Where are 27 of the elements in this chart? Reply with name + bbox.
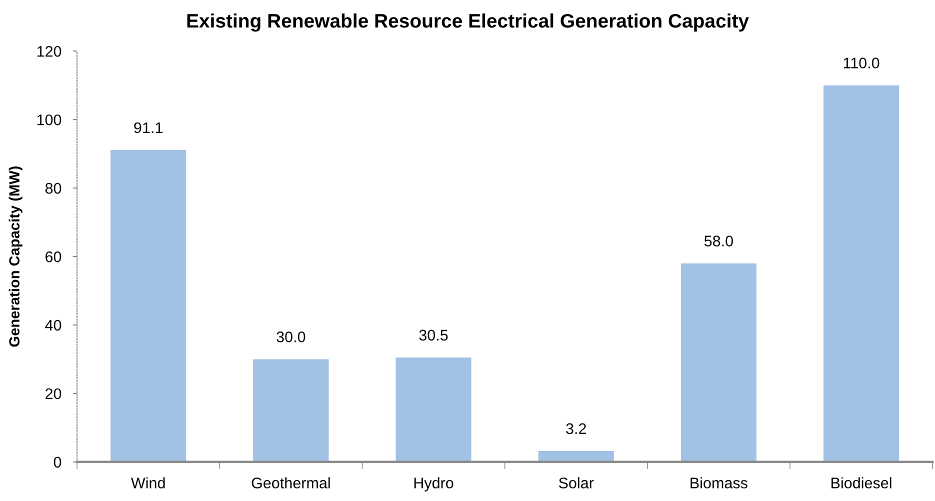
bar <box>110 150 186 462</box>
x-tick-label: Geothermal <box>252 477 330 488</box>
data-label: 30.5 <box>419 330 448 341</box>
x-tick-label: Solar <box>558 477 594 488</box>
x-tick-label: Biomass <box>690 477 748 488</box>
data-label: 3.2 <box>566 423 586 434</box>
data-label: 91.1 <box>134 122 162 134</box>
y-tick-label: 40 <box>45 320 62 331</box>
y-tick-label: 100 <box>37 114 62 126</box>
data-label: 30.0 <box>276 331 306 342</box>
y-axis-title: Generation Capacity (MW) <box>8 166 22 347</box>
bar <box>823 85 900 462</box>
data-label: 58.0 <box>704 236 733 246</box>
x-tick-label: Wind <box>131 477 165 488</box>
chart-title: Existing Renewable Resource Electrical Generation Capacity <box>187 13 749 32</box>
data-label: 110.0 <box>844 58 880 68</box>
y-tick-label: 60 <box>46 251 62 262</box>
bar <box>396 358 472 462</box>
x-tick-label: Hydro <box>414 477 454 492</box>
y-tick-label: 120 <box>37 46 62 57</box>
y-tick-label: 0 <box>54 456 62 468</box>
bar <box>680 263 756 462</box>
x-tick-label: Biodiesel <box>832 477 892 488</box>
bar <box>538 450 614 462</box>
y-tick-label: 80 <box>45 182 62 194</box>
bar <box>253 359 329 462</box>
y-tick-label: 20 <box>46 388 62 400</box>
